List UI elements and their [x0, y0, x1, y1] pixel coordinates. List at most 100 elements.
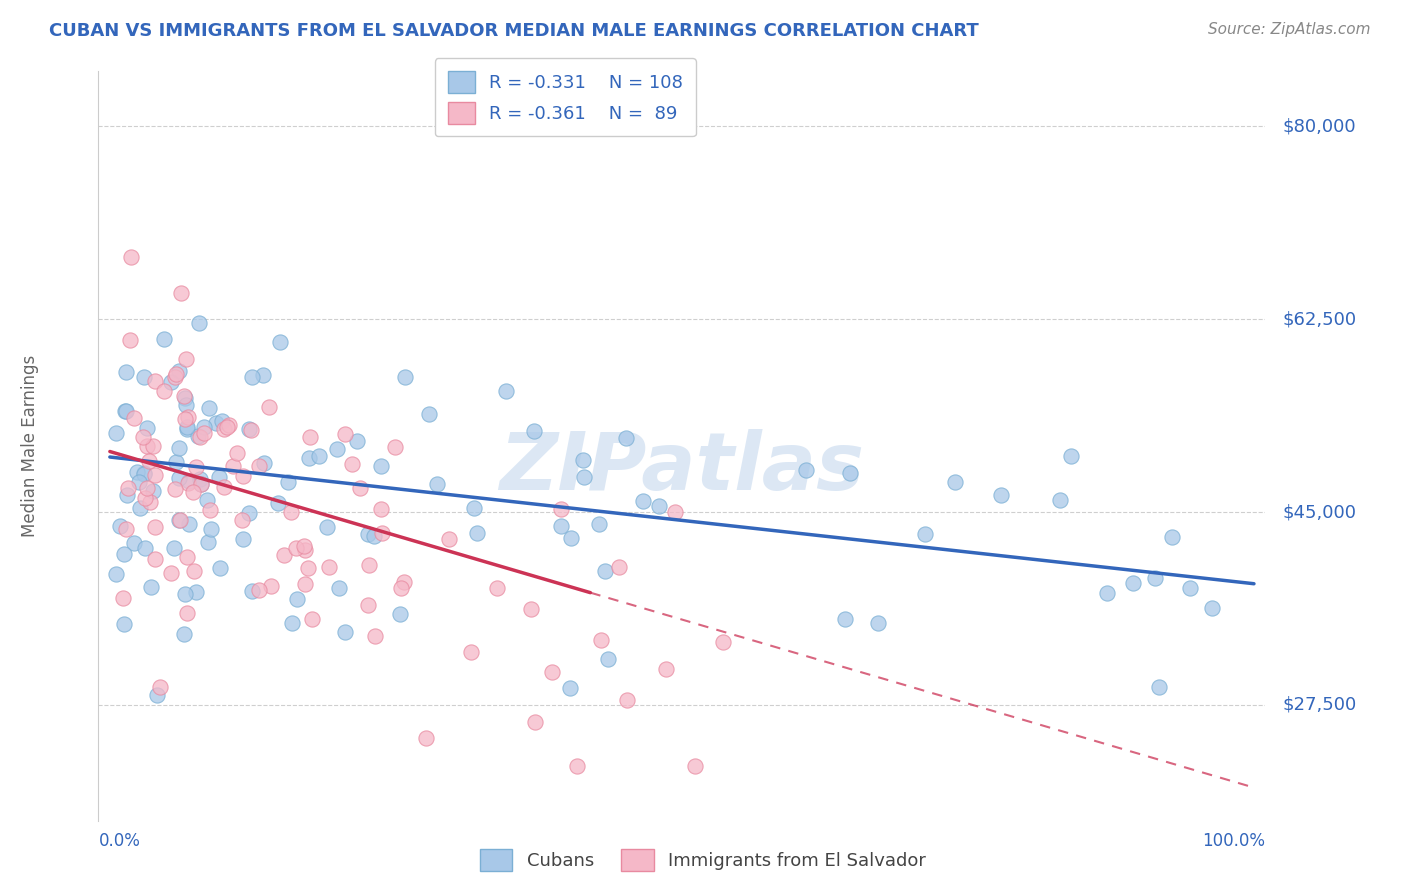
- Point: [153, 384, 176, 399]
- Point: [120, 250, 142, 264]
- Point: [174, 351, 197, 366]
- Point: [357, 598, 380, 612]
- Point: [294, 542, 316, 557]
- Text: $80,000: $80,000: [1282, 118, 1357, 136]
- Point: [195, 493, 218, 508]
- Point: [114, 522, 136, 536]
- Point: [1201, 601, 1223, 615]
- Point: [280, 505, 302, 519]
- Point: [104, 425, 127, 440]
- Point: [558, 681, 581, 696]
- Point: [115, 365, 138, 379]
- Point: [177, 410, 200, 425]
- Point: [1160, 530, 1182, 544]
- Point: [485, 582, 508, 596]
- Point: [614, 431, 637, 445]
- Point: [249, 458, 271, 473]
- Point: [425, 476, 447, 491]
- Point: [174, 587, 197, 601]
- Point: [1060, 449, 1083, 463]
- Point: [1147, 680, 1170, 694]
- Point: [1049, 493, 1071, 508]
- Point: [188, 472, 211, 486]
- Point: [167, 471, 190, 485]
- Point: [541, 665, 564, 679]
- Point: [187, 428, 209, 442]
- Point: [232, 532, 254, 546]
- Point: [117, 488, 139, 502]
- Point: [415, 731, 437, 745]
- Point: [193, 426, 215, 441]
- Point: [190, 476, 212, 491]
- Point: [298, 450, 321, 465]
- Point: [333, 427, 356, 442]
- Point: [134, 369, 156, 384]
- Point: [242, 584, 264, 599]
- Point: [138, 454, 160, 468]
- Point: [572, 453, 595, 467]
- Point: [495, 384, 517, 399]
- Point: [523, 425, 546, 439]
- Point: [122, 536, 145, 550]
- Point: [134, 541, 156, 555]
- Text: Source: ZipAtlas.com: Source: ZipAtlas.com: [1208, 22, 1371, 37]
- Point: [370, 501, 392, 516]
- Point: [143, 520, 166, 534]
- Point: [664, 505, 686, 519]
- Point: [240, 370, 263, 384]
- Point: [174, 391, 197, 405]
- Point: [574, 470, 596, 484]
- Point: [174, 411, 197, 425]
- Point: [866, 615, 889, 630]
- Legend: R = -0.331    N = 108, R = -0.361    N =  89: R = -0.331 N = 108, R = -0.361 N = 89: [434, 58, 696, 136]
- Point: [285, 541, 308, 555]
- Point: [648, 500, 671, 514]
- Point: [125, 466, 148, 480]
- Point: [142, 484, 165, 499]
- Point: [222, 459, 245, 474]
- Point: [135, 481, 157, 495]
- Point: [184, 460, 207, 475]
- Text: $45,000: $45,000: [1282, 503, 1357, 521]
- Point: [460, 645, 482, 659]
- Point: [292, 539, 315, 553]
- Point: [176, 419, 198, 434]
- Point: [138, 495, 160, 509]
- Point: [550, 502, 572, 516]
- Point: [238, 422, 260, 436]
- Point: [357, 527, 380, 541]
- Point: [135, 439, 157, 453]
- Point: [167, 364, 190, 378]
- Text: ZIPatlas: ZIPatlas: [499, 429, 865, 508]
- Point: [160, 566, 183, 581]
- Point: [943, 475, 966, 489]
- Point: [394, 370, 416, 384]
- Point: [253, 456, 276, 470]
- Point: [914, 526, 936, 541]
- Point: [316, 520, 339, 534]
- Point: [257, 400, 280, 414]
- Point: [134, 491, 156, 505]
- Point: [139, 580, 162, 594]
- Point: [200, 523, 222, 537]
- Point: [394, 574, 416, 589]
- Point: [232, 469, 254, 483]
- Point: [212, 422, 235, 436]
- Point: [364, 630, 387, 644]
- Point: [190, 477, 212, 491]
- Point: [187, 316, 209, 330]
- Point: [170, 286, 193, 301]
- Point: [371, 525, 394, 540]
- Point: [176, 422, 198, 436]
- Point: [128, 475, 150, 490]
- Point: [589, 632, 612, 647]
- Point: [165, 455, 187, 469]
- Point: [593, 564, 616, 578]
- Point: [177, 475, 200, 489]
- Point: [287, 591, 309, 606]
- Point: [129, 501, 152, 516]
- Point: [143, 552, 166, 566]
- Point: [112, 617, 135, 632]
- Text: Median Male Earnings: Median Male Earnings: [21, 355, 39, 537]
- Point: [159, 375, 181, 389]
